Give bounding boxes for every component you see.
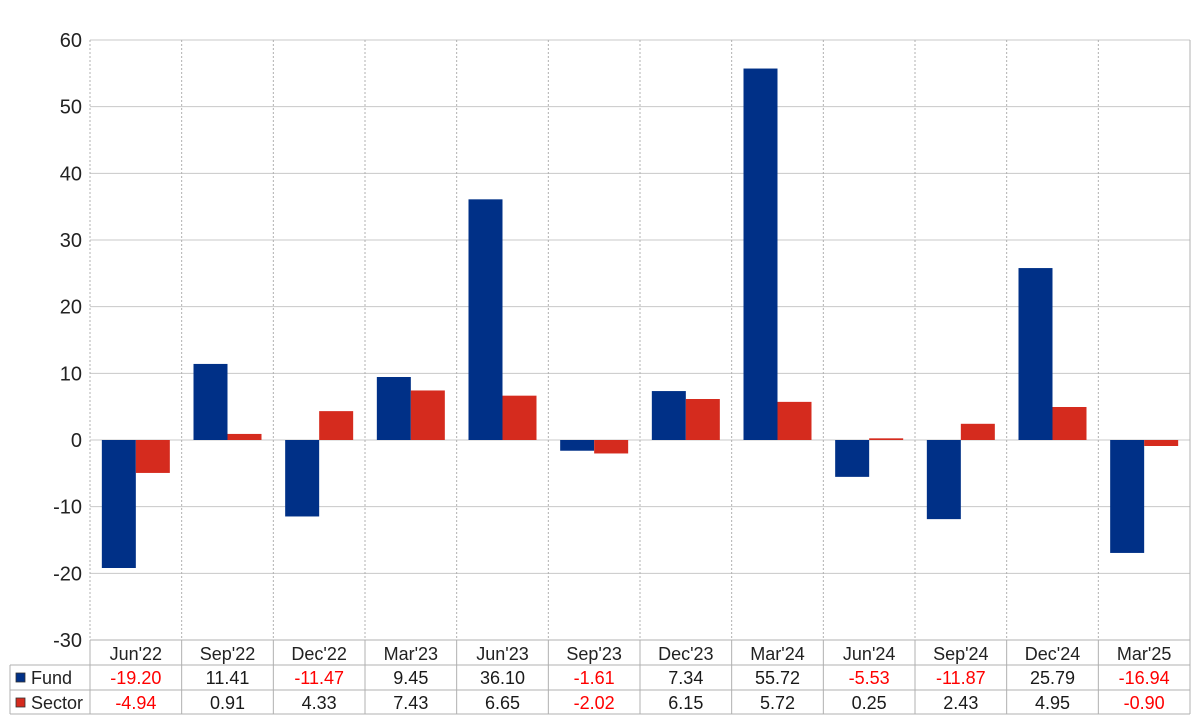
data-label-sector: -2.02 [574, 693, 615, 713]
data-label-sector: -4.94 [115, 693, 156, 713]
x-tick-label: Sep'24 [933, 644, 989, 664]
bar-sector [135, 440, 170, 473]
data-label-fund: -19.20 [110, 668, 161, 688]
bar-sector [685, 399, 720, 440]
bar-sector [502, 395, 537, 440]
y-tick-label: -20 [53, 563, 82, 585]
y-tick-label: -10 [53, 497, 82, 519]
bar-fund [926, 440, 961, 520]
x-tick-label: Mar'23 [384, 644, 438, 664]
data-table: Jun'22 Sep'22 Dec'22 Mar'23 Jun'23 Sep'23 Dec'… [9, 639, 1191, 715]
y-axis: 60 50 40 30 20 10 0 -10 -20 -30 [53, 30, 82, 652]
bar-sector [594, 440, 629, 454]
bar-sector [319, 411, 354, 440]
x-tick-label: Sep'23 [566, 644, 622, 664]
data-label-sector: 6.65 [485, 693, 520, 713]
y-tick-label: 60 [60, 30, 82, 52]
data-label-fund: 11.41 [206, 668, 250, 688]
bar-fund [193, 363, 228, 440]
bars-layer [101, 68, 1179, 568]
data-label-sector: 7.43 [393, 693, 428, 713]
bar-fund [468, 199, 503, 440]
y-tick-label: 10 [60, 363, 82, 385]
x-tick-label: Mar'25 [1117, 644, 1171, 664]
bar-fund [1018, 268, 1053, 440]
data-label-sector: 4.95 [1035, 693, 1070, 713]
data-label-fund: 9.45 [393, 668, 428, 688]
bar-fund [743, 68, 778, 441]
y-tick-label: 20 [60, 297, 82, 319]
x-tick-label: Jun'24 [843, 644, 895, 664]
bar-fund [560, 440, 595, 451]
y-tick-label: 0 [71, 430, 82, 452]
legend-label-fund: Fund [31, 668, 72, 688]
x-tick-label: Sep'22 [200, 644, 256, 664]
grid-layer [89, 39, 1191, 714]
data-label-fund: -11.47 [294, 668, 344, 688]
bar-fund [835, 440, 870, 477]
y-tick-label: 50 [60, 97, 82, 119]
data-label-fund: 7.34 [668, 668, 703, 688]
bar-fund [651, 391, 686, 440]
data-label-sector: 2.43 [943, 693, 978, 713]
legend-label-sector: Sector [31, 693, 83, 713]
data-label-fund: -1.61 [574, 668, 615, 688]
bar-fund [285, 440, 320, 517]
data-label-sector: 0.91 [210, 693, 245, 713]
data-label-fund: 55.72 [755, 668, 800, 688]
data-label-sector: 0.25 [852, 693, 887, 713]
bar-sector [869, 438, 904, 440]
bar-sector [1052, 407, 1087, 440]
data-label-sector: 4.33 [302, 693, 337, 713]
y-tick-label: -30 [53, 630, 82, 652]
data-label-fund: -5.53 [849, 668, 890, 688]
bar-sector [227, 433, 262, 440]
bar-sector [410, 390, 445, 440]
data-label-fund: -11.87 [936, 668, 986, 688]
data-label-sector: 5.72 [760, 693, 795, 713]
bar-sector [960, 423, 995, 440]
y-tick-label: 30 [60, 230, 82, 252]
bar-fund [1110, 440, 1145, 553]
data-label-fund: -16.94 [1119, 668, 1170, 688]
data-label-fund: 25.79 [1030, 668, 1075, 688]
x-tick-label: Dec'24 [1025, 644, 1080, 664]
x-tick-label: Mar'24 [750, 644, 804, 664]
bar-fund [101, 440, 136, 568]
x-tick-label: Dec'23 [658, 644, 713, 664]
bar-sector [777, 401, 812, 440]
legend-swatch-fund [15, 672, 26, 683]
data-label-fund: 36.10 [480, 668, 525, 688]
legend-swatch-sector [15, 697, 26, 708]
data-label-sector: 6.15 [668, 693, 703, 713]
bar-fund [376, 377, 411, 440]
x-tick-label: Jun'22 [110, 644, 162, 664]
bar-sector [1144, 440, 1179, 446]
y-tick-label: 40 [60, 163, 82, 185]
x-tick-label: Jun'23 [476, 644, 528, 664]
data-label-sector: -0.90 [1124, 693, 1165, 713]
x-tick-label: Dec'22 [291, 644, 346, 664]
